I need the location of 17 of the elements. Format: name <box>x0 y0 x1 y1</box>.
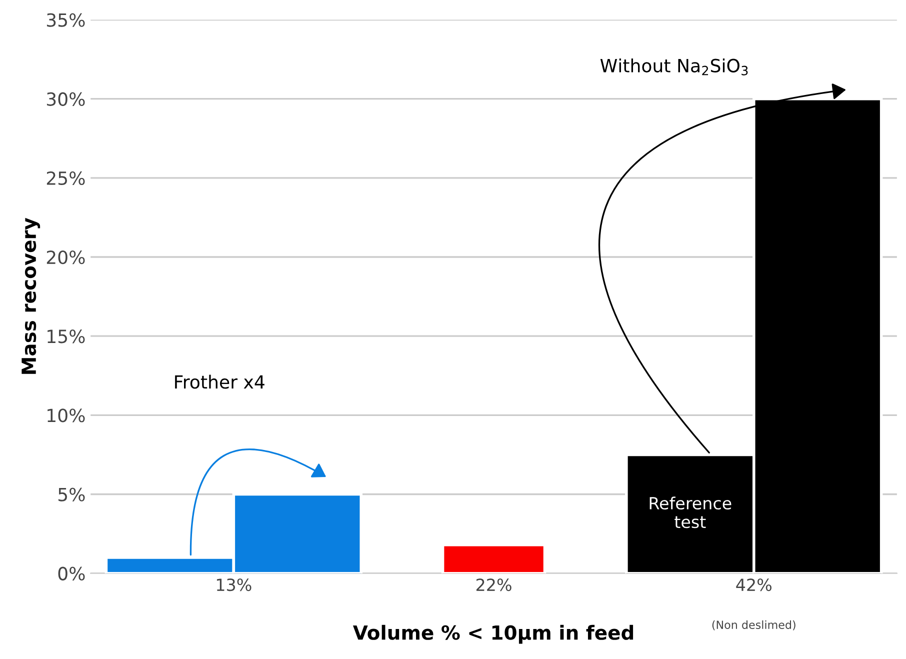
y-tick-label: 20% <box>46 250 85 264</box>
y-tick-label: 5% <box>58 488 85 502</box>
annotation: Frother x4 <box>175 374 264 389</box>
x-tick-label: 22% <box>476 578 512 592</box>
y-axis-title: Mass recovery <box>22 218 40 374</box>
annotation: Without Na$_{2}$SiO$_{3}$ <box>600 58 748 76</box>
annotation: Reference test <box>650 496 732 528</box>
y-tick-label: 30% <box>46 92 85 106</box>
text: (Non deslimed) <box>712 620 796 630</box>
y-tick-label: 35% <box>46 13 85 27</box>
y-tick-label: 25% <box>46 171 85 186</box>
y-tick-label: 15% <box>48 330 85 344</box>
x-tick-label: 13% <box>216 578 252 592</box>
x-tick-label: 42% <box>736 578 772 592</box>
y-tick-label: 0% <box>58 566 85 580</box>
x-axis-title: Volume % < 10µm in feed <box>352 624 634 644</box>
y-tick-label: 10% <box>48 408 85 422</box>
